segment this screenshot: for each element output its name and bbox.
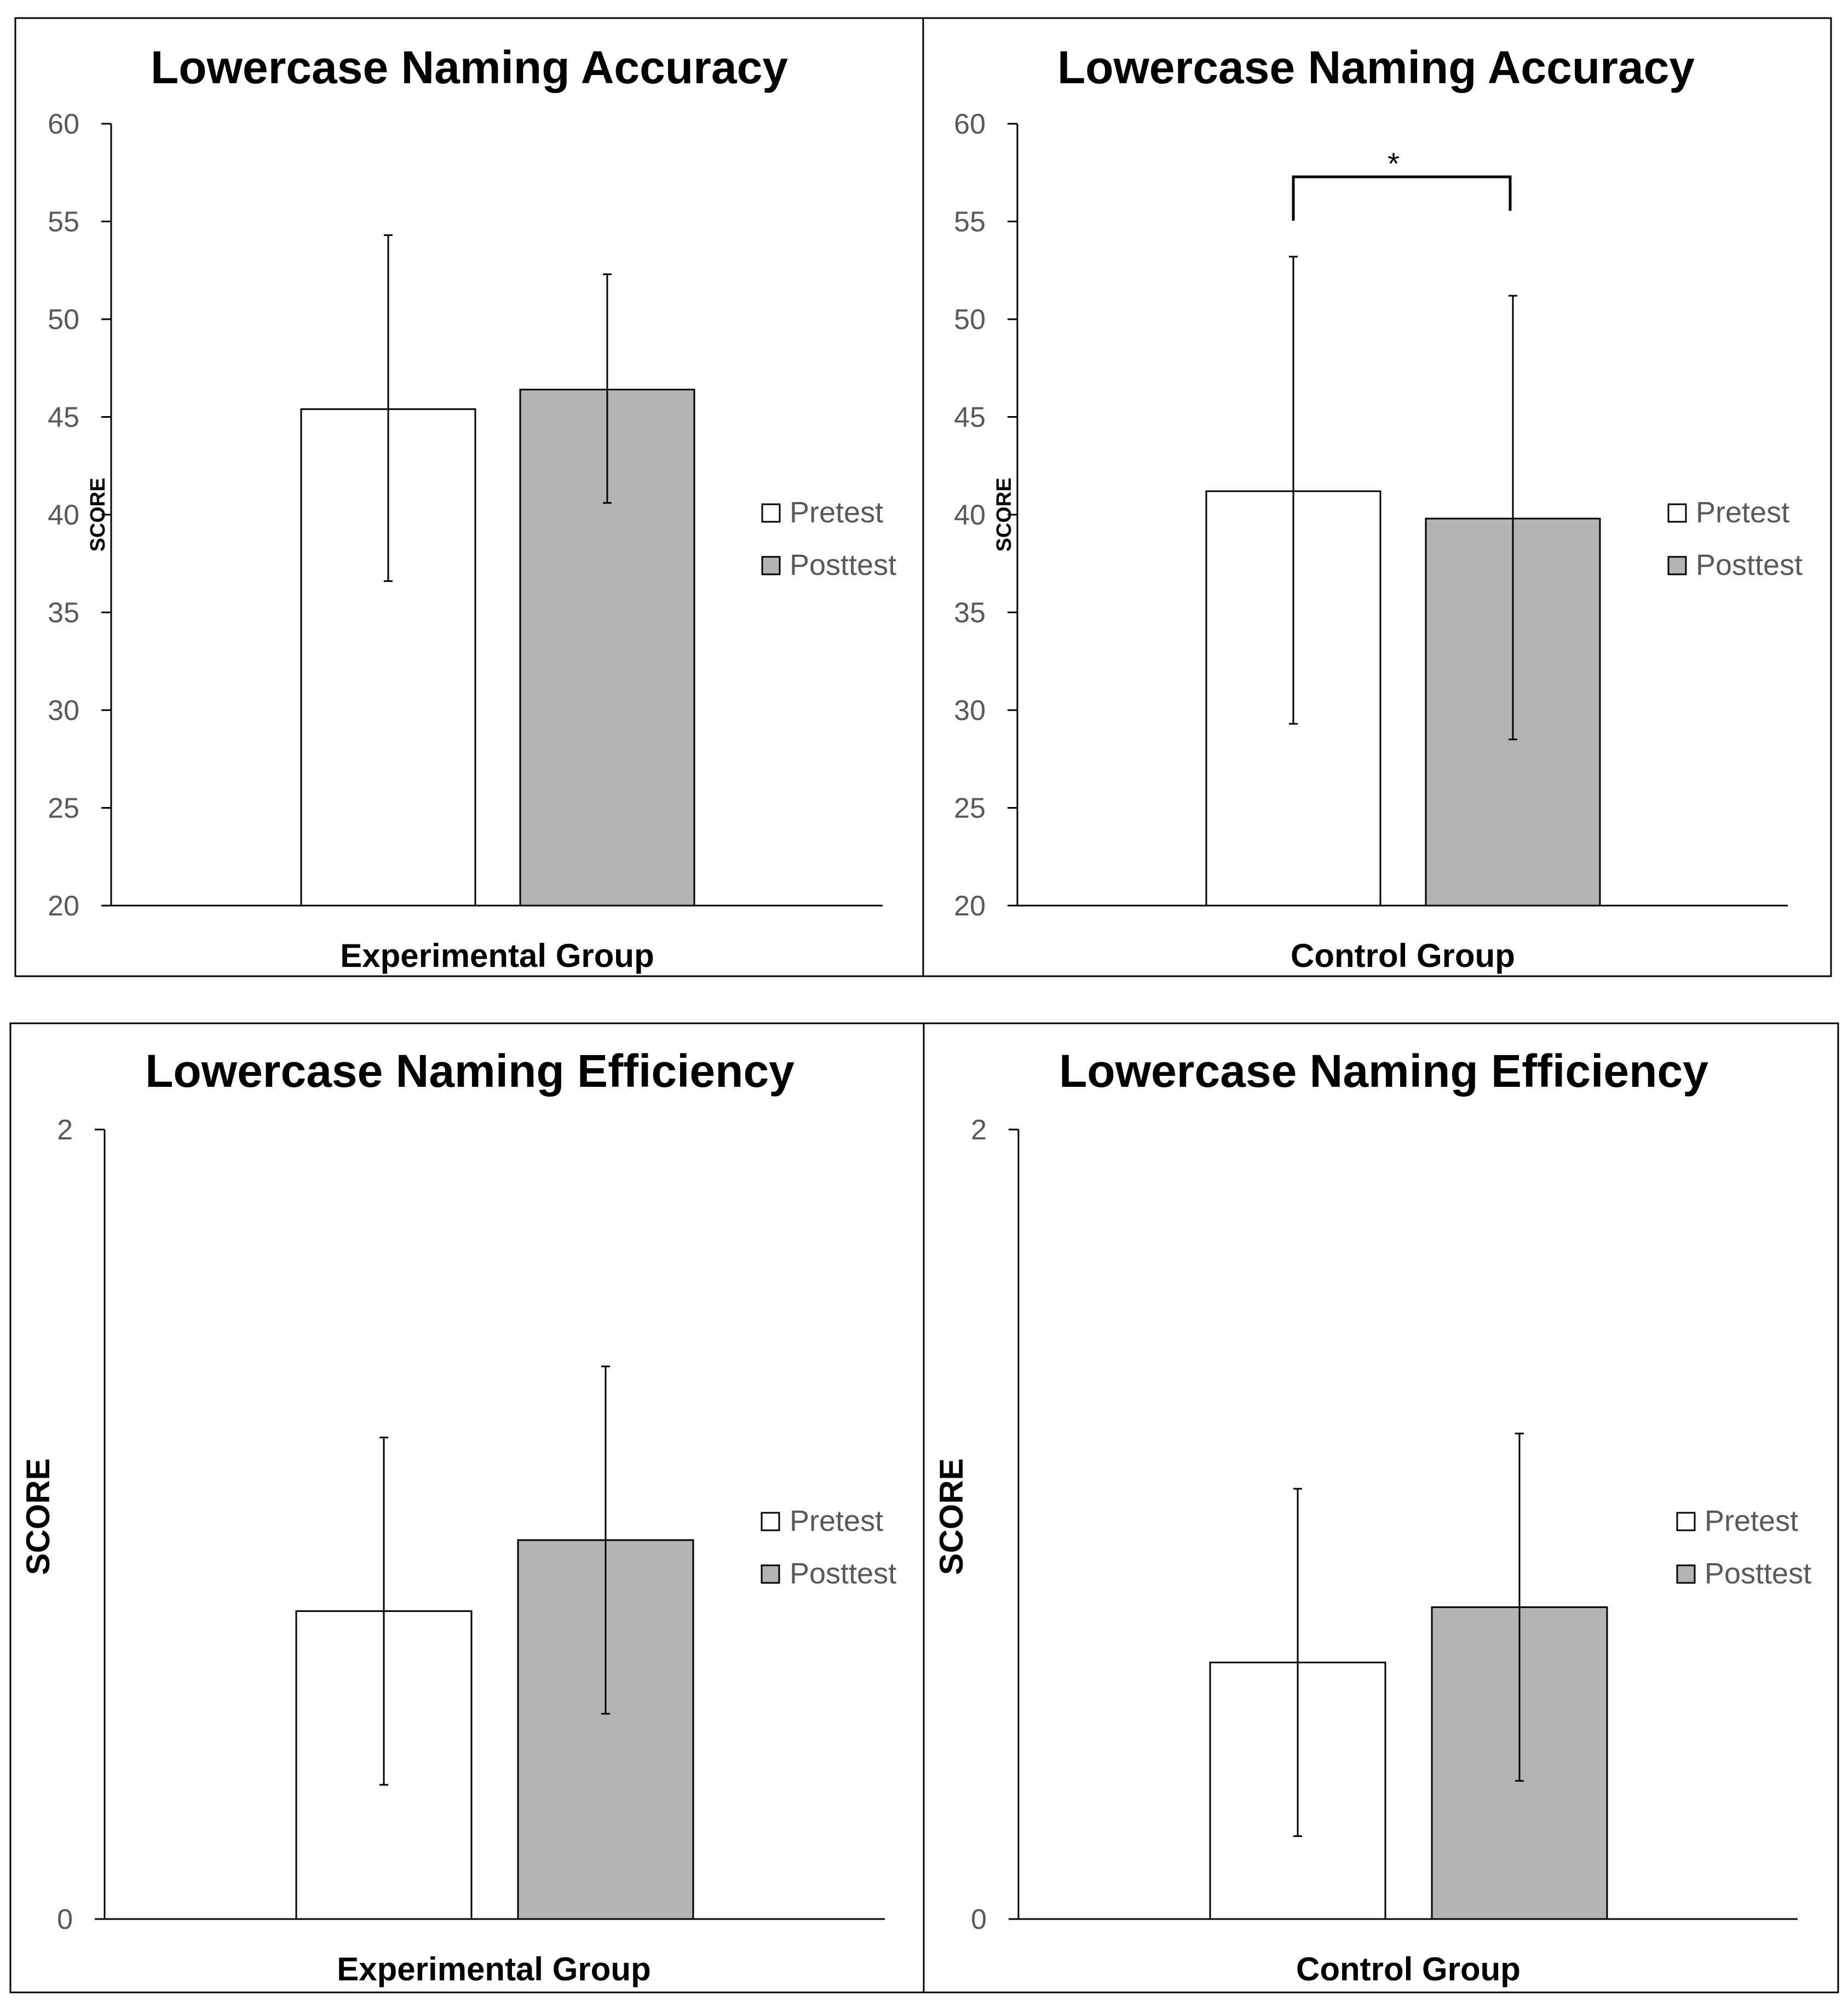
x-axis-category-label: Control Group — [1296, 1951, 1521, 1987]
chart-title: Lowercase Naming Efficiency — [145, 1045, 795, 1097]
legend-swatch-pretest — [1668, 504, 1686, 522]
figure: Lowercase Naming Accuracy SCORE Experime… — [0, 0, 1848, 2005]
y-tick-label: 45 — [954, 402, 986, 434]
legend-swatch-pretest — [762, 1513, 779, 1530]
legend-swatch-posttest — [762, 1565, 779, 1583]
chart-title: Lowercase Naming Accuracy — [151, 42, 788, 93]
significance-star: * — [1388, 146, 1400, 181]
y-tick-label: 25 — [48, 793, 79, 825]
legend-label-posttest: Posttest — [790, 1557, 896, 1590]
y-tick-label: 50 — [48, 304, 79, 336]
legend-label-pretest: Pretest — [1696, 496, 1789, 529]
y-tick-label: 60 — [954, 108, 986, 140]
legend-swatch-posttest — [762, 557, 780, 574]
y-tick-label: 0 — [971, 1904, 987, 1935]
legend-swatch-posttest — [1677, 1565, 1695, 1583]
significance-bracket: * — [1293, 146, 1510, 221]
x-axis-category-label: Experimental Group — [337, 1951, 650, 1987]
legend-label-pretest: Pretest — [790, 1505, 883, 1537]
y-axis-ticks: 02 — [971, 1114, 1018, 1935]
y-tick-label: 35 — [954, 597, 986, 629]
y-tick-label: 30 — [954, 695, 986, 727]
y-tick-label: 20 — [48, 890, 79, 922]
y-tick-label: 45 — [48, 402, 79, 434]
y-axis-ticks: 20 25 30 35 40 45 50 55 60 — [48, 108, 111, 922]
legend: Pretest Posttest — [1677, 1505, 1811, 1590]
panel-accuracy-control: Lowercase Naming Accuracy SCORE Control … — [923, 18, 1831, 976]
y-tick-label: 20 — [954, 890, 986, 922]
panel-efficiency-experimental: Lowercase Naming Efficiency SCORE Experi… — [10, 1023, 924, 1992]
y-axis-label: SCORE — [20, 1458, 56, 1575]
legend-label-pretest: Pretest — [1705, 1505, 1798, 1537]
legend: Pretest Posttest — [1668, 496, 1803, 581]
y-axis-label: SCORE — [933, 1458, 970, 1575]
x-axis-category-label: Control Group — [1291, 937, 1515, 974]
legend-swatch-pretest — [762, 504, 780, 522]
significance-bracket-line — [1293, 177, 1510, 221]
legend: Pretest Posttest — [762, 496, 896, 581]
y-tick-label: 55 — [954, 206, 986, 238]
panel-accuracy-experimental: Lowercase Naming Accuracy SCORE Experime… — [15, 18, 923, 976]
panel-efficiency-control: Lowercase Naming Efficiency SCORE Contro… — [924, 1023, 1838, 1992]
legend-swatch-pretest — [1677, 1513, 1695, 1530]
legend: Pretest Posttest — [762, 1505, 896, 1590]
y-tick-label: 40 — [48, 499, 79, 531]
legend-swatch-posttest — [1668, 557, 1686, 574]
y-tick-label: 30 — [48, 695, 79, 727]
legend-label-posttest: Posttest — [1696, 549, 1803, 581]
y-tick-label: 0 — [57, 1904, 73, 1935]
y-axis-ticks: 02 — [57, 1114, 105, 1935]
chart-title: Lowercase Naming Efficiency — [1059, 1045, 1708, 1097]
y-axis-ticks: 20 25 30 35 40 45 50 55 60 — [954, 108, 1017, 922]
chart-title: Lowercase Naming Accuracy — [1057, 42, 1695, 93]
y-tick-label: 2 — [971, 1114, 987, 1146]
y-tick-label: 50 — [954, 304, 986, 336]
legend-label-posttest: Posttest — [1705, 1557, 1811, 1590]
y-tick-label: 60 — [48, 108, 79, 140]
y-tick-label: 2 — [57, 1114, 73, 1146]
y-tick-label: 25 — [954, 793, 986, 825]
y-tick-label: 35 — [48, 597, 79, 629]
y-tick-label: 40 — [954, 499, 986, 531]
legend-label-posttest: Posttest — [790, 549, 896, 581]
x-axis-category-label: Experimental Group — [340, 937, 654, 974]
legend-label-pretest: Pretest — [790, 496, 883, 529]
y-tick-label: 55 — [48, 206, 79, 238]
